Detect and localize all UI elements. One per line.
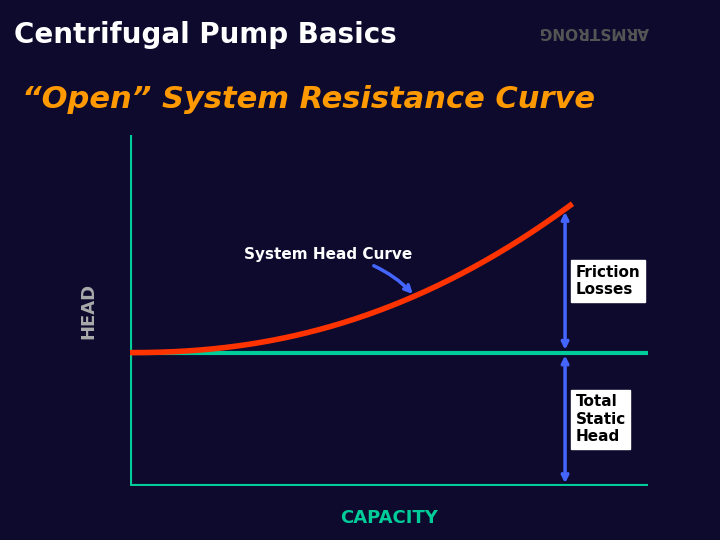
Text: Friction
Losses: Friction Losses [575,265,640,297]
Text: Total
Static
Head: Total Static Head [575,394,626,444]
Text: HEAD: HEAD [79,282,97,339]
Text: Centrifugal Pump Basics: Centrifugal Pump Basics [14,21,397,49]
Text: “Open” System Resistance Curve: “Open” System Resistance Curve [22,85,595,114]
Text: ARMSTRONG: ARMSTRONG [539,24,649,39]
Text: CAPACITY: CAPACITY [340,509,438,526]
Text: System Head Curve: System Head Curve [243,247,412,291]
